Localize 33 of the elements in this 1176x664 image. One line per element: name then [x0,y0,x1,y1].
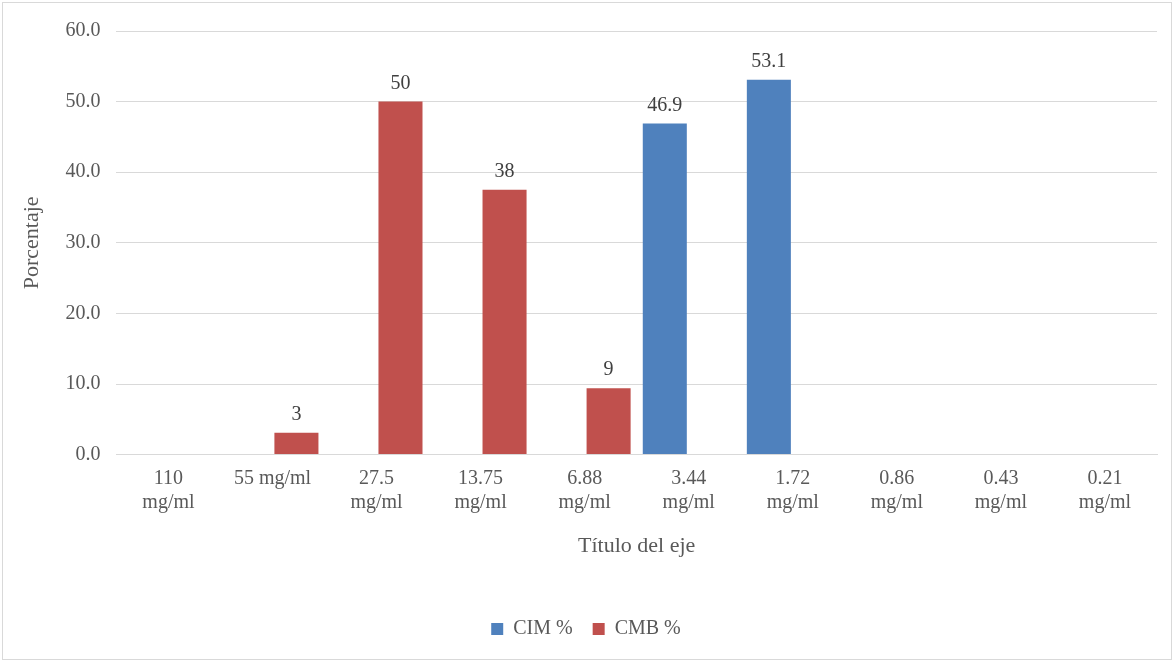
y-tick-label: 30.0 [65,230,101,253]
x-tick-label: 0.86 mg/ml [870,465,924,513]
y-tick-label: 20.0 [65,300,101,323]
x-tick-label: 1.72 mg/ml [766,465,820,513]
data-label: 53.1 [751,48,787,71]
x-tick-label: 13.75 mg/ml [454,465,508,513]
x-tick-label: 55 mg/ml [233,465,312,489]
legend-label: CMB % [614,616,681,639]
data-label: 46.9 [647,92,683,115]
x-tick-label: 110 mg/ml [142,465,195,513]
bar [482,189,527,455]
bar [378,101,423,455]
legend-label: CIM % [513,616,573,639]
bar [642,123,687,455]
bar [746,79,791,455]
data-label: 9 [603,357,614,380]
x-tick-label: 27.5 mg/ml [350,465,404,513]
x-tick-label: 0.21 mg/ml [1078,465,1132,513]
y-tick-label: 10.0 [65,371,101,394]
y-axis-title: Porcentaje [17,196,43,290]
y-tick-label: 60.0 [65,18,101,41]
x-tick-label: 3.44 mg/ml [662,465,716,513]
bar [274,432,319,455]
data-label: 3 [291,401,302,424]
y-tick-label: 0.0 [75,441,101,464]
y-tick-label: 40.0 [65,159,101,182]
data-label: 38 [494,159,515,182]
x-axis-title: Título del eje [578,531,696,557]
bar [586,388,631,455]
y-tick-label: 50.0 [65,88,101,111]
x-tick-label: 6.88 mg/ml [558,465,612,513]
x-tick-label: 0.43 mg/ml [974,465,1028,513]
data-label: 50 [390,70,411,93]
